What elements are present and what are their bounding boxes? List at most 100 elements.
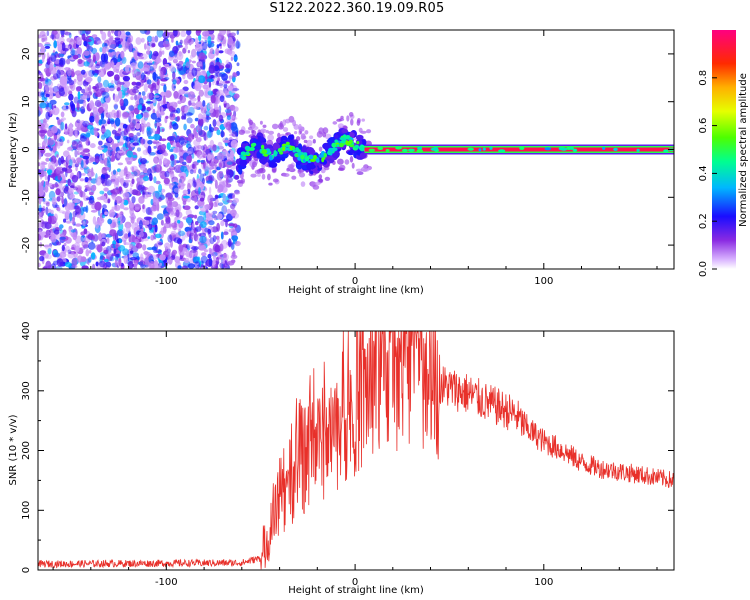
heatmap-noise-blob: [226, 161, 233, 166]
heatmap-noise-blob: [182, 189, 189, 195]
heatmap-noise-blob: [56, 258, 64, 267]
heatmap-noise-blob: [153, 250, 159, 254]
heatmap-noise-blob: [210, 94, 216, 104]
heatmap-noise-blob: [193, 181, 197, 188]
heatmap-track-haze: [251, 126, 259, 130]
heatmap-noise-blob: [42, 197, 46, 202]
heatmap-noise-blob: [65, 210, 71, 217]
heatmap-noise-blob: [38, 109, 41, 117]
heatmap-noise-blob: [129, 202, 134, 208]
heatmap-noise-blob: [225, 94, 232, 98]
heatmap-noise-blob: [223, 83, 228, 89]
heatmap-noise-blob: [209, 127, 214, 133]
heatmap-track-haze: [251, 130, 257, 136]
heatmap-noise-blob: [69, 212, 73, 222]
heatmap-track-haze: [344, 159, 350, 165]
heatmap-noise-blob: [38, 150, 42, 160]
heatmap-noise-blob: [38, 142, 41, 147]
heatmap-noise-blob: [191, 222, 195, 230]
heatmap-track-band: [239, 159, 248, 167]
heatmap-noise-blob: [184, 44, 188, 50]
heatmap-track-core: [340, 140, 346, 144]
heatmap-noise-blob: [82, 155, 90, 160]
heatmap-noise-blob: [45, 202, 50, 207]
heatmap-track-haze: [298, 172, 306, 178]
heatmap-track-haze: [238, 129, 245, 135]
heatmap-noise-blob: [207, 36, 212, 44]
heatmap-noise-blob: [108, 37, 113, 41]
heatmap-noise-blob: [61, 195, 64, 205]
heatmap-noise-blob: [53, 40, 57, 49]
heatmap-noise-blob: [155, 233, 162, 239]
heatmap-y-tick-label: 10: [21, 95, 32, 108]
heatmap-noise-blob: [95, 177, 102, 186]
heatmap-noise-blob: [114, 243, 121, 248]
heatmap-marks: [38, 30, 674, 269]
heatmap-noise-blob: [225, 168, 230, 176]
snr-y-axis-label: SNR (10 * v/v): [8, 414, 19, 485]
heatmap-noise-blob: [47, 215, 52, 225]
heatmap-noise-blob: [112, 169, 117, 175]
heatmap-noise-blob: [76, 119, 81, 124]
heatmap-noise-blob: [153, 95, 160, 98]
heatmap-noise-blob: [208, 80, 212, 88]
heatmap-noise-blob: [227, 37, 234, 46]
heatmap-noise-blob: [69, 122, 73, 132]
heatmap-noise-blob: [104, 64, 110, 71]
heatmap-noise-blob: [229, 50, 236, 57]
heatmap-noise-blob: [124, 242, 131, 246]
heatmap-noise-blob: [204, 249, 208, 253]
heatmap-track-core: [359, 147, 366, 152]
heatmap-noise-blob: [232, 250, 236, 258]
snr-series-line: [38, 331, 674, 570]
heatmap-noise-blob: [173, 187, 180, 193]
heatmap-tone-speck: [613, 147, 618, 151]
heatmap-noise-blob: [175, 209, 180, 218]
heatmap-noise-blob: [155, 180, 161, 185]
heatmap-noise-blob: [206, 238, 211, 246]
heatmap-track-haze: [357, 118, 361, 124]
heatmap-noise-blob: [227, 85, 234, 91]
heatmap-noise-blob: [76, 213, 82, 218]
heatmap-noise-blob: [166, 142, 171, 151]
heatmap-noise-blob: [97, 40, 103, 45]
heatmap-track-band: [288, 134, 294, 141]
heatmap-noise-blob: [152, 71, 157, 81]
heatmap-noise-blob: [39, 85, 42, 90]
heatmap-noise-blob: [138, 97, 144, 106]
heatmap-noise-blob: [102, 110, 105, 119]
heatmap-noise-blob: [170, 101, 178, 106]
heatmap-noise-blob: [195, 75, 200, 82]
heatmap-noise-blob: [38, 222, 42, 228]
heatmap-track-haze: [316, 131, 323, 138]
heatmap-noise-blob: [193, 139, 201, 147]
heatmap-noise-blob: [122, 192, 130, 199]
heatmap-noise-blob: [135, 123, 141, 130]
heatmap-noise-blob: [191, 48, 197, 58]
heatmap-noise-blob: [154, 224, 158, 233]
heatmap-noise-blob: [45, 206, 49, 215]
heatmap-noise-blob: [129, 250, 134, 254]
heatmap-noise-blob: [149, 210, 153, 216]
heatmap-noise-blob: [185, 244, 190, 249]
heatmap-noise-blob: [88, 257, 92, 263]
heatmap-noise-blob: [93, 73, 98, 78]
heatmap-noise-blob: [117, 162, 124, 166]
heatmap-noise-blob: [71, 218, 76, 225]
heatmap-noise-blob: [56, 116, 59, 120]
heatmap-noise-blob: [76, 47, 83, 55]
heatmap-track-core: [295, 147, 299, 152]
heatmap-noise-blob: [219, 30, 227, 36]
heatmap-track-haze: [356, 171, 364, 175]
snr-y-tick-label: 0: [21, 567, 32, 573]
heatmap-noise-blob: [89, 115, 95, 123]
heatmap-noise-blob: [139, 122, 145, 132]
heatmap-noise-blob: [185, 217, 193, 224]
heatmap-noise-blob: [111, 253, 116, 257]
heatmap-noise-blob: [93, 127, 97, 136]
heatmap-noise-blob: [199, 232, 207, 238]
heatmap-noise-blob: [156, 213, 164, 220]
heatmap-noise-blob: [118, 238, 122, 244]
heatmap-noise-blob: [133, 85, 139, 90]
heatmap-noise-blob: [212, 235, 217, 243]
